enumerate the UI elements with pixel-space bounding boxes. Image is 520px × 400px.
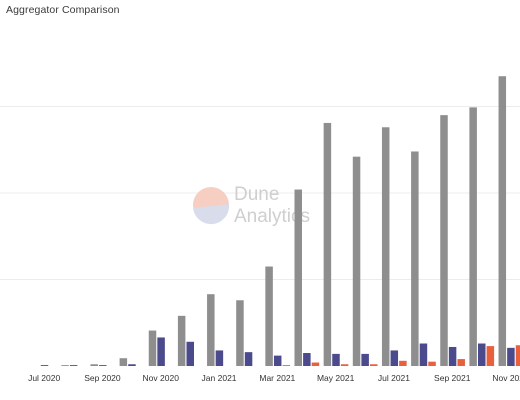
bar-series-2-apr-2021 xyxy=(303,353,311,366)
bar-series-3-mar-2021 xyxy=(282,365,291,366)
bar-series-3-may-2021 xyxy=(340,364,349,366)
bar-series-3-jul-2021 xyxy=(399,360,407,366)
bar-series-2-dec-2020 xyxy=(186,341,194,366)
bar-series-3-sep-2021 xyxy=(457,359,465,366)
bar-series-2-aug-2020 xyxy=(69,365,78,366)
x-tick-nov-2021: Nov 2021 xyxy=(492,373,520,383)
bar-series-2-feb-2021 xyxy=(244,352,253,366)
bar-series-2-sep-2020 xyxy=(99,365,107,366)
watermark-text-dune: Dune xyxy=(234,184,279,205)
x-tick-nov-2020: Nov 2020 xyxy=(143,373,180,383)
bar-series-3-nov-2021 xyxy=(515,345,520,366)
x-tick-jan-2021: Jan 2021 xyxy=(202,373,237,383)
bar-series-2-nov-2020 xyxy=(157,337,165,366)
bar-series-2-may-2021 xyxy=(332,353,340,366)
watermark-logo-bottom xyxy=(193,204,230,225)
x-tick-mar-2021: Mar 2021 xyxy=(259,373,295,383)
bar-series-1-aug-2021 xyxy=(411,151,419,366)
bar-series-1-jun-2021 xyxy=(352,156,361,366)
bar-series-1-dec-2020 xyxy=(177,315,186,366)
bar-series-1-oct-2021 xyxy=(469,107,477,367)
bars xyxy=(40,76,520,367)
bar-series-2-aug-2021 xyxy=(419,343,428,366)
bar-series-2-sep-2021 xyxy=(448,346,457,366)
bar-series-2-jun-2021 xyxy=(361,353,369,366)
bar-series-1-oct-2020 xyxy=(119,358,128,366)
bar-series-3-aug-2021 xyxy=(428,361,436,366)
bar-series-2-jul-2021 xyxy=(390,350,399,366)
bar-series-2-oct-2021 xyxy=(478,343,486,366)
watermark-text-analytics: Analytics xyxy=(234,206,310,227)
x-axis-tick-labels: Jul 2020 Sep 2020 Nov 2020 Jan 2021 Mar 2021… xyxy=(28,373,520,383)
bar-series-2-jan-2021 xyxy=(215,350,224,366)
bar-series-1-feb-2021 xyxy=(236,300,244,366)
x-tick-sep-2020: Sep 2020 xyxy=(84,373,121,383)
x-tick-jul-2021: Jul 2021 xyxy=(378,373,410,383)
bar-series-1-may-2021 xyxy=(323,122,332,366)
bar-series-2-jul-2020 xyxy=(40,365,49,366)
bar-series-1-mar-2021 xyxy=(265,266,273,366)
bar-series-2-mar-2021 xyxy=(273,355,282,366)
bar-series-1-aug-2020 xyxy=(61,365,69,366)
bar-series-3-apr-2021 xyxy=(311,362,320,366)
bar-series-1-nov-2020 xyxy=(148,330,157,366)
bar-series-3-jun-2021 xyxy=(370,364,378,366)
bar-series-1-jul-2021 xyxy=(381,127,390,366)
dune-analytics-watermark: Dune Analytics xyxy=(193,184,310,227)
bar-series-1-sep-2020 xyxy=(90,364,98,366)
x-tick-sep-2021: Sep 2021 xyxy=(434,373,471,383)
bar-series-2-oct-2020 xyxy=(128,364,136,366)
bar-series-1-sep-2021 xyxy=(440,115,448,367)
bar-series-1-jan-2021 xyxy=(207,294,215,366)
bar-series-1-apr-2021 xyxy=(294,189,302,366)
chart-title: Aggregator Comparison xyxy=(6,4,120,16)
x-tick-may-2021: May 2021 xyxy=(317,373,355,383)
bar-series-1-nov-2021 xyxy=(498,76,507,366)
gridlines xyxy=(0,106,520,280)
x-tick-jul-2020: Jul 2020 xyxy=(28,373,60,383)
bar-series-2-nov-2021 xyxy=(507,347,515,366)
bar-series-3-oct-2021 xyxy=(486,346,495,366)
